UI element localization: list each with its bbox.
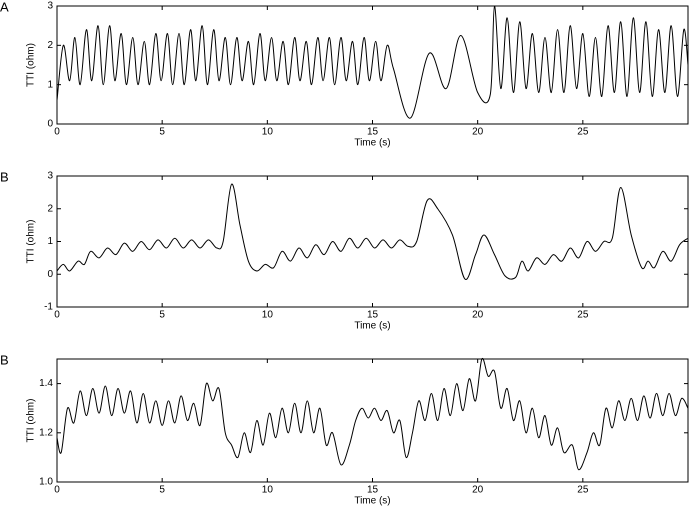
- x-tick-label: 20: [472, 127, 484, 138]
- x-tick-label: 10: [262, 485, 274, 496]
- y-tick-label: 3: [47, 1, 53, 12]
- x-tick-label: 25: [577, 310, 589, 321]
- signal-line: [56, 357, 689, 471]
- y-tick-label: 0: [47, 119, 53, 130]
- panel-label: B: [0, 169, 9, 184]
- y-axis-label: TTI (ohm): [26, 43, 37, 87]
- x-tick-label: 25: [577, 485, 589, 496]
- y-tick-label: 1.4: [39, 378, 53, 389]
- x-tick-label: 15: [367, 485, 379, 496]
- y-tick-label: -1: [44, 302, 53, 313]
- y-tick-label: 2: [47, 40, 53, 51]
- signal-line: [56, 5, 689, 119]
- plot-frame: [56, 5, 689, 125]
- x-tick-label: 25: [577, 127, 589, 138]
- x-axis-label: Time (s): [354, 138, 390, 149]
- x-tick-label: 20: [472, 485, 484, 496]
- x-tick-label: 0: [54, 485, 60, 496]
- x-tick-label: 20: [472, 310, 484, 321]
- panel-label: A: [0, 0, 9, 14]
- y-tick-label: 2: [47, 203, 53, 214]
- x-tick-label: 15: [367, 310, 379, 321]
- x-tick-label: 5: [159, 310, 165, 321]
- plot-frame: [56, 175, 689, 308]
- x-axis-label: Time (s): [354, 321, 390, 332]
- x-tick-label: 5: [159, 127, 165, 138]
- x-tick-label: 15: [367, 127, 379, 138]
- y-tick-label: 3: [47, 171, 53, 182]
- y-axis-label: TTI (ohm): [26, 399, 37, 443]
- y-tick-label: 1: [47, 236, 53, 247]
- x-tick-label: 0: [54, 127, 60, 138]
- x-tick-label: 0: [54, 310, 60, 321]
- x-tick-label: 10: [262, 310, 274, 321]
- x-axis-label: Time (s): [354, 496, 390, 507]
- y-tick-label: 1: [47, 79, 53, 90]
- x-tick-label: 5: [159, 485, 165, 496]
- y-tick-label: 1.0: [39, 477, 53, 488]
- panel-label: B: [0, 352, 9, 367]
- y-tick-label: 0: [47, 269, 53, 280]
- y-tick-label: 1.2: [39, 427, 53, 438]
- plot-frame: [56, 358, 689, 483]
- x-tick-label: 10: [262, 127, 274, 138]
- signal-line: [56, 183, 689, 280]
- y-axis-label: TTI (ohm): [26, 220, 37, 264]
